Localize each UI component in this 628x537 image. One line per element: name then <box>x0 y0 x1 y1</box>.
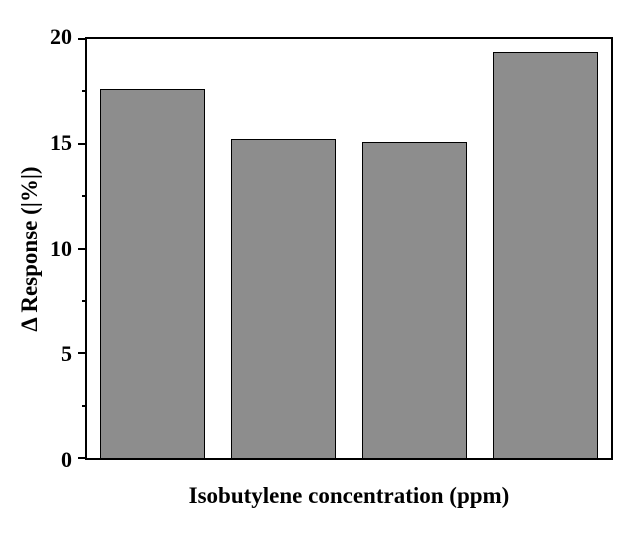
y-axis-major-tick <box>78 247 86 250</box>
y-axis-major-tick <box>78 352 86 355</box>
x-axis-title: Isobutylene concentration (ppm) <box>188 483 510 508</box>
y-axis-major-tick <box>78 38 86 40</box>
y-axis-minor-tick <box>82 404 86 407</box>
bar-3 <box>362 141 467 458</box>
bar-1 <box>100 89 205 458</box>
y-axis-tick-labels: 0 5 10 15 20 <box>0 25 72 472</box>
y-axis-tick-label: 0 <box>61 447 72 472</box>
y-axis-tick-label: 10 <box>50 235 72 261</box>
bar-2 <box>231 138 336 458</box>
y-axis-major-tick <box>78 457 86 459</box>
y-axis-major-tick <box>78 142 86 145</box>
y-axis-minor-tick <box>82 195 86 198</box>
plot-area <box>78 37 613 460</box>
y-axis-minor-tick <box>82 90 86 93</box>
y-axis-tick-label: 20 <box>50 24 72 49</box>
y-axis-tick-label: 15 <box>50 129 72 155</box>
bar-4 <box>493 51 598 458</box>
y-axis-minor-tick <box>82 299 86 302</box>
y-axis-tick-label: 5 <box>61 341 72 367</box>
